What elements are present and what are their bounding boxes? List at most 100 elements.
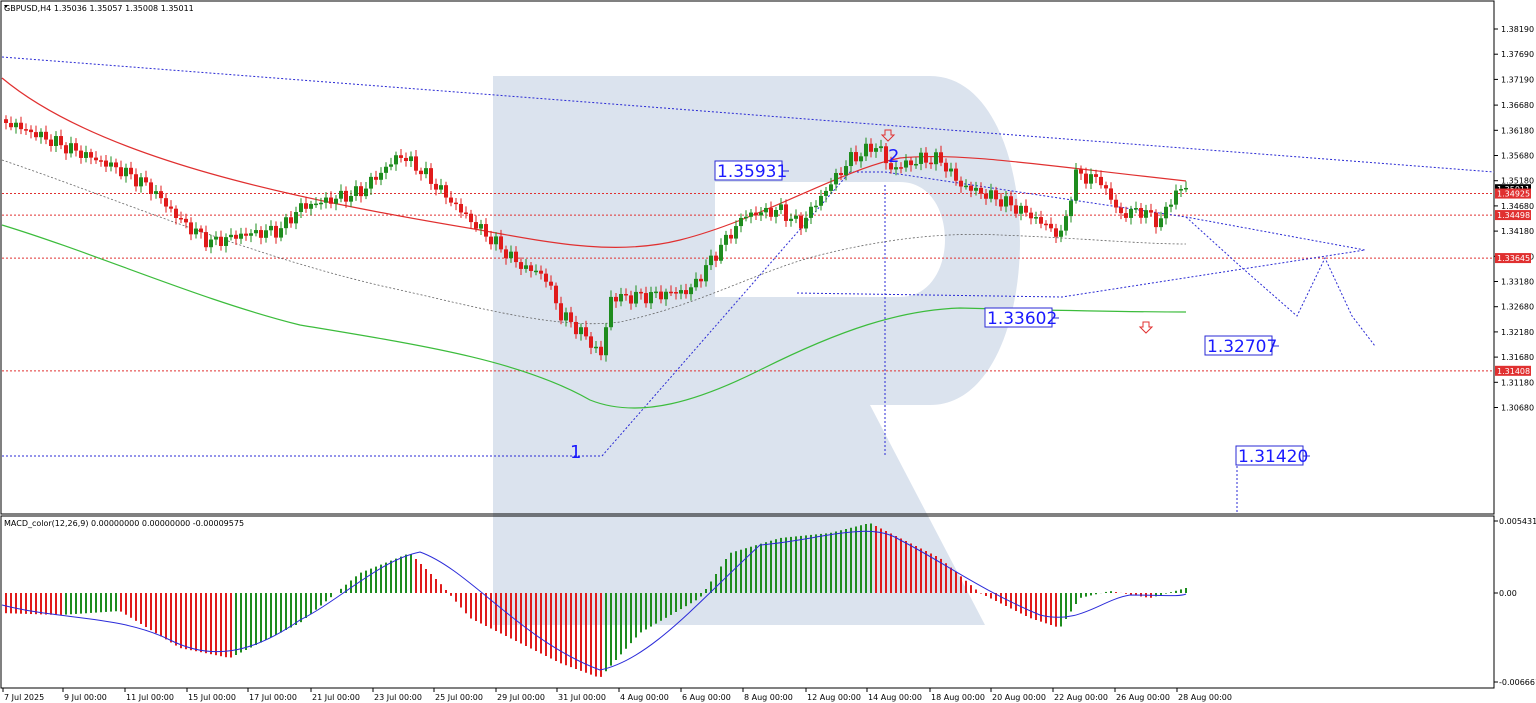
candle-body: [319, 202, 323, 205]
candle-body: [784, 204, 788, 221]
candle-body: [144, 177, 148, 183]
candle-body: [1124, 213, 1128, 218]
time-tick-label: 15 Jul 00:00: [188, 693, 236, 702]
candle-body: [1089, 174, 1093, 184]
candle-body: [884, 146, 888, 164]
candle-body: [164, 198, 168, 207]
candle-body: [39, 131, 43, 138]
ma-gray-line: [1, 159, 1187, 325]
candle-body: [839, 172, 843, 176]
candle-body: [244, 233, 248, 236]
candle-body: [889, 163, 893, 170]
price-tick-label: 1.37190: [1501, 75, 1534, 84]
candle-body: [859, 156, 863, 162]
candle-body: [464, 212, 468, 214]
candle-body: [809, 206, 813, 218]
candle-body: [879, 146, 883, 149]
candle-body: [69, 143, 73, 154]
candle-body: [1129, 208, 1133, 218]
price-tick-label: 1.35680: [1501, 152, 1534, 161]
candle-body: [109, 162, 113, 167]
candle-body: [789, 218, 793, 221]
price-tag: [1495, 188, 1531, 199]
collapse-arrow-icon[interactable]: [4, 5, 8, 8]
candle-body: [814, 205, 818, 208]
candle-body: [499, 236, 503, 250]
candle-body: [599, 346, 603, 356]
candle-body: [689, 287, 693, 295]
candle-body: [609, 296, 613, 328]
price-tick-label: 1.31680: [1501, 353, 1534, 362]
candle-body: [494, 236, 498, 245]
candle-body: [4, 119, 8, 123]
candle-body: [864, 143, 868, 157]
candle-body: [94, 157, 98, 161]
candle-body: [1069, 200, 1073, 217]
candle-body: [209, 239, 213, 248]
candle-body: [79, 150, 83, 158]
candle-body: [709, 255, 713, 266]
candle-body: [274, 225, 278, 238]
price-tick-label: 1.30680: [1501, 404, 1534, 413]
price-tick-label: 1.34680: [1501, 202, 1534, 211]
watermark-leg: [715, 405, 985, 625]
candle-body: [154, 191, 158, 195]
candle-body: [299, 203, 303, 213]
candle-body: [834, 172, 838, 185]
candle-body: [134, 174, 138, 187]
candle-body: [569, 312, 573, 322]
resistance-trendline: [1, 56, 1495, 173]
candle-body: [199, 228, 203, 233]
time-tick-label: 28 Aug 00:00: [1178, 693, 1232, 702]
macd-panel-frame: [0, 515, 1495, 689]
candle-body: [119, 167, 123, 177]
candle-body: [924, 152, 928, 163]
triangle-guide: [794, 171, 1366, 298]
price-tag-label: 1.31408: [1497, 367, 1530, 376]
candle-body: [869, 143, 873, 152]
candle-body: [1109, 188, 1113, 200]
candle-body: [959, 180, 963, 187]
candle-body: [939, 152, 943, 163]
candle-body: [1099, 176, 1103, 186]
candle-body: [334, 198, 338, 204]
candle-body: [629, 295, 633, 304]
candle-body: [184, 218, 188, 223]
candle-body: [504, 249, 508, 259]
watermark-logo: [493, 76, 1020, 625]
candle-body: [824, 190, 828, 196]
candle-body: [639, 291, 643, 294]
candle-body: [1009, 196, 1013, 206]
candle-body: [874, 148, 878, 152]
candle-body: [324, 197, 328, 203]
candle-body: [634, 291, 638, 304]
price-tick-label: 1.37690: [1501, 50, 1534, 59]
candle-body: [794, 215, 798, 219]
candle-body: [554, 285, 558, 304]
candle-body: [479, 224, 483, 229]
price-tag-label: 1.34498: [1497, 211, 1530, 220]
time-tick-label: 8 Aug 00:00: [744, 693, 793, 702]
candle-body: [619, 293, 623, 302]
price-tick-label: 1.38190: [1501, 25, 1534, 34]
candle-body: [519, 262, 523, 269]
candle-body: [214, 236, 218, 240]
candle-body: [1169, 204, 1173, 207]
candle-body: [559, 303, 563, 321]
candle-body: [424, 168, 428, 175]
candle-body: [19, 122, 23, 130]
candle-body: [9, 122, 13, 128]
time-tick-label: 11 Jul 00:00: [126, 693, 174, 702]
candle-body: [409, 156, 413, 162]
candle-body: [249, 233, 253, 236]
candle-body: [944, 162, 948, 172]
candle-body: [1074, 169, 1078, 201]
candle-body: [489, 236, 493, 245]
candle-body: [624, 293, 628, 296]
candle-body: [1024, 205, 1028, 213]
candle-body: [269, 225, 273, 231]
candle-body: [104, 160, 108, 167]
watermark-shape: [493, 76, 1020, 625]
candle-body: [289, 217, 293, 224]
wave-label: 1: [570, 442, 581, 463]
